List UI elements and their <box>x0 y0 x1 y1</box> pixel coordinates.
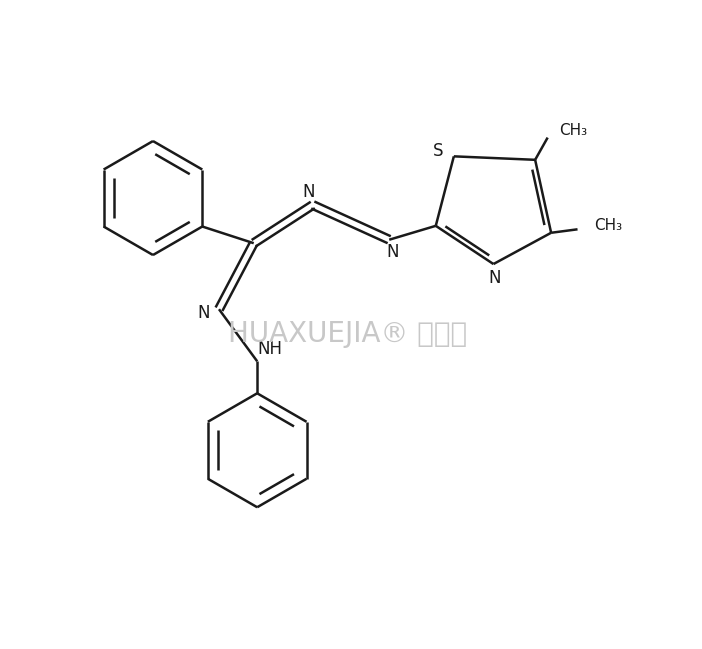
Text: N: N <box>197 304 210 323</box>
Text: CH₃: CH₃ <box>559 123 588 138</box>
Text: HUAXUEJIA® 化学加: HUAXUEJIA® 化学加 <box>228 319 467 347</box>
Text: CH₃: CH₃ <box>594 218 623 234</box>
Text: N: N <box>489 269 501 287</box>
Text: N: N <box>303 184 315 201</box>
Text: NH: NH <box>257 340 282 358</box>
Text: S: S <box>433 141 444 160</box>
Text: N: N <box>386 243 399 262</box>
